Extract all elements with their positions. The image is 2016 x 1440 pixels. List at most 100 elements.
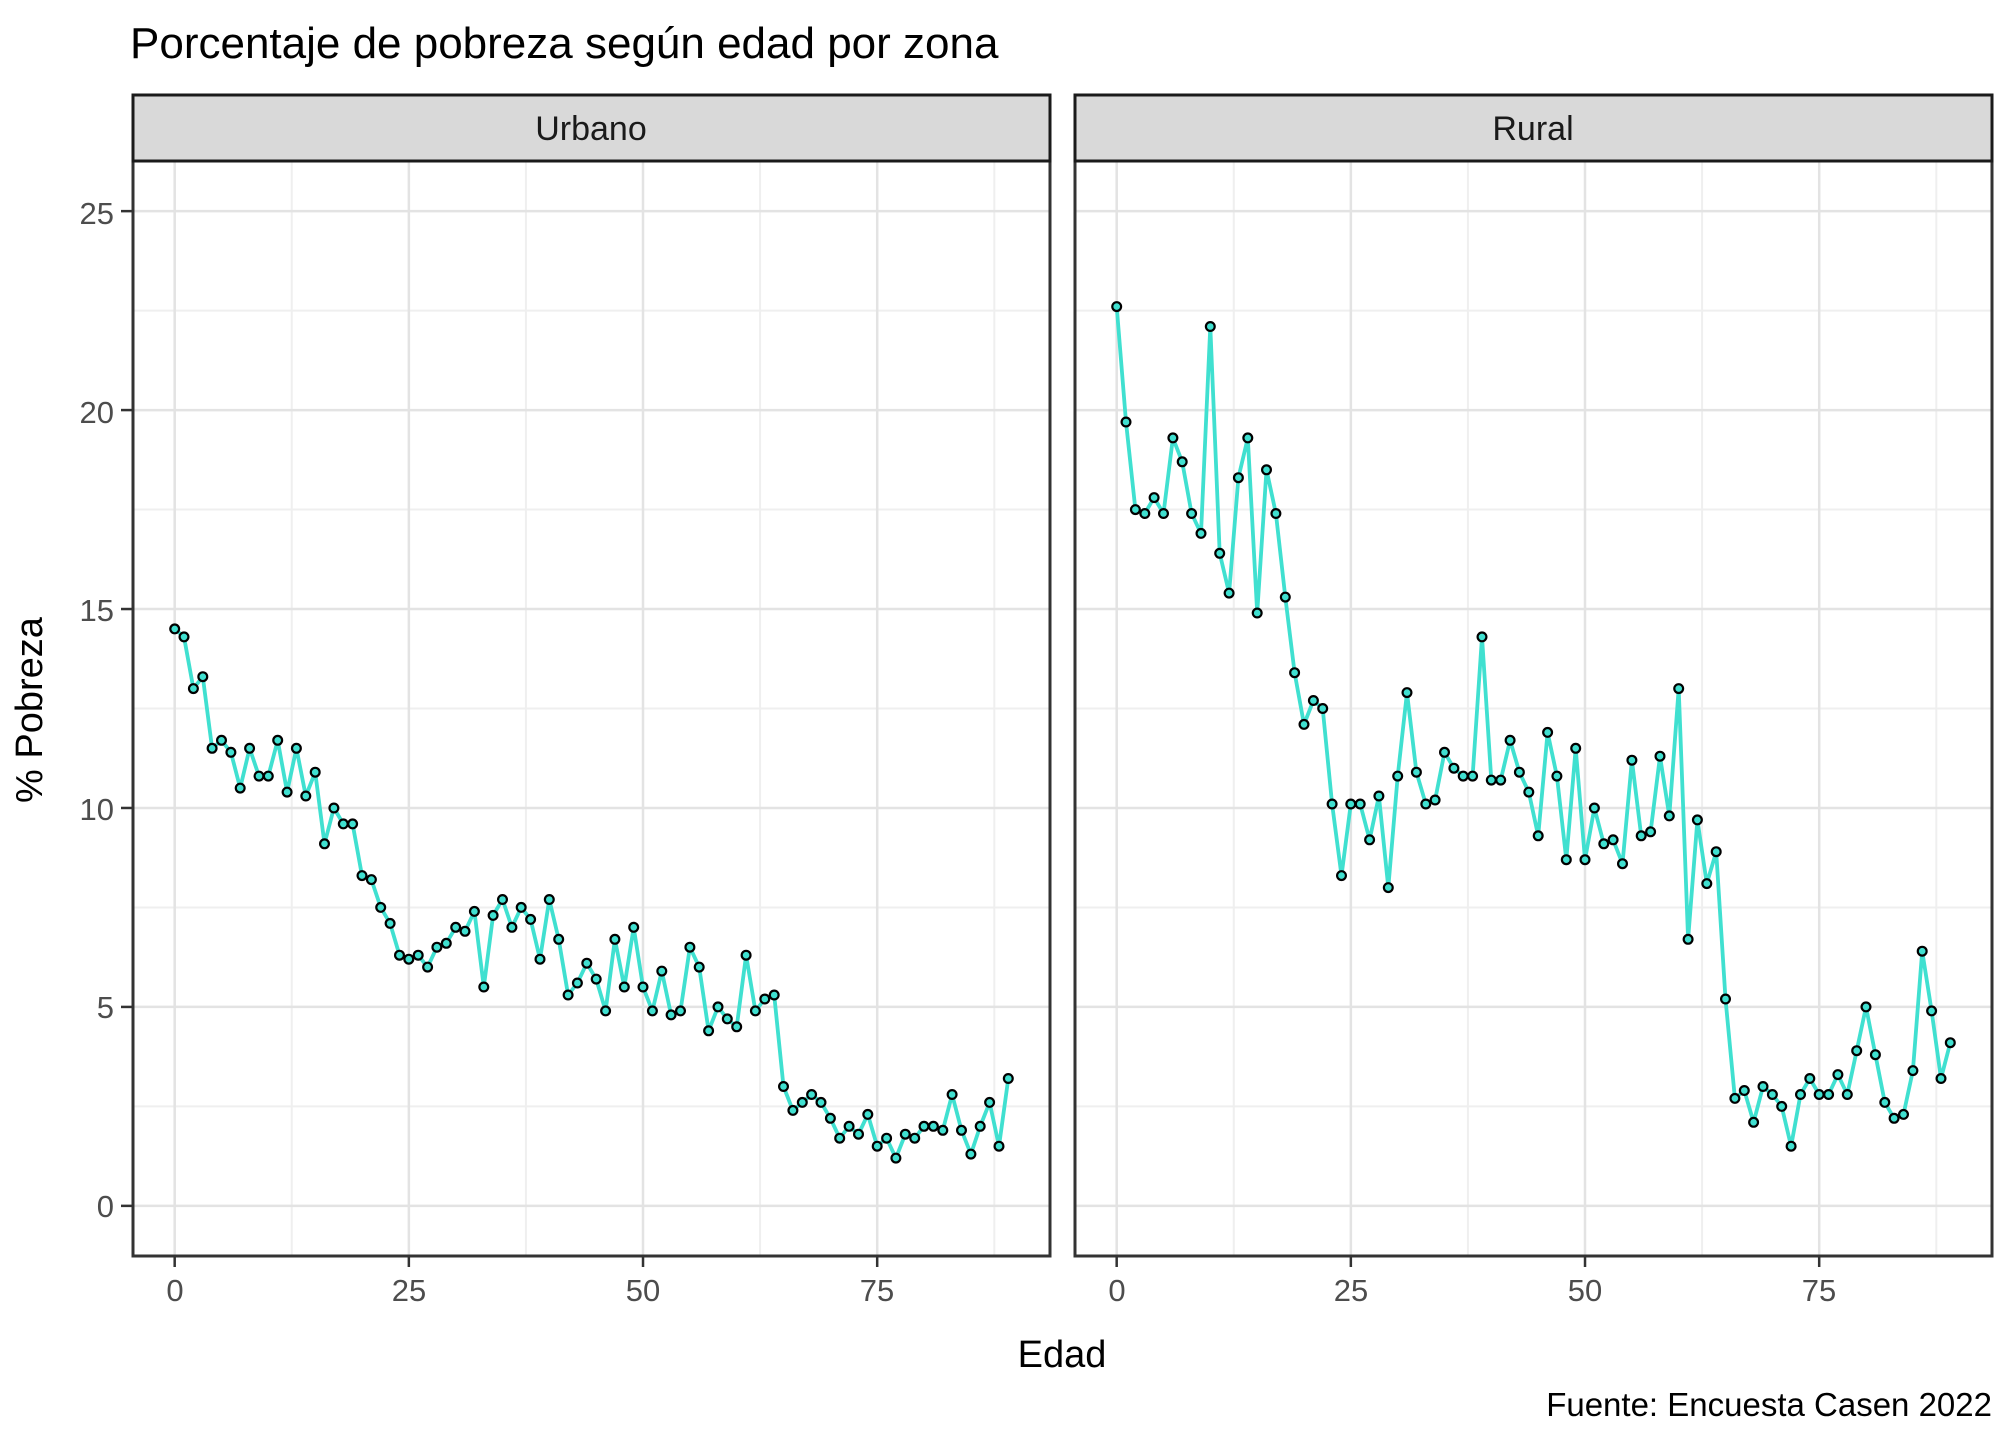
data-point xyxy=(1410,766,1422,778)
y-tick-label-5: 5 xyxy=(97,990,114,1025)
data-point xyxy=(984,1096,996,1108)
data-point xyxy=(365,874,377,886)
data-point xyxy=(881,1132,893,1144)
data-point xyxy=(1382,882,1394,894)
y-tick-label-0: 0 xyxy=(97,1189,114,1224)
data-point xyxy=(759,993,771,1005)
data-point xyxy=(1888,1112,1900,1124)
data-point xyxy=(1785,1140,1797,1152)
data-point xyxy=(178,631,190,643)
data-point xyxy=(534,953,546,965)
data-point xyxy=(871,1140,883,1152)
data-point xyxy=(543,893,555,905)
data-point xyxy=(1438,746,1450,758)
data-point xyxy=(1907,1065,1919,1077)
data-point xyxy=(1776,1100,1788,1112)
chart-caption: Fuente: Encuesta Casen 2022 xyxy=(1546,1386,1992,1423)
data-point xyxy=(1879,1096,1891,1108)
data-point xyxy=(1467,770,1479,782)
facet-label-rural: Rural xyxy=(1492,110,1573,148)
data-point xyxy=(740,949,752,961)
data-point xyxy=(927,1120,939,1132)
data-point xyxy=(1701,878,1713,890)
facet-strip-urbano xyxy=(131,93,1052,163)
data-point xyxy=(1195,527,1207,539)
data-point xyxy=(1851,1045,1863,1057)
data-point xyxy=(1645,826,1657,838)
x-tick-urbano-0: 0 xyxy=(166,1273,183,1308)
data-point xyxy=(1869,1049,1881,1061)
data-point xyxy=(1551,770,1563,782)
data-point xyxy=(1298,718,1310,730)
data-point xyxy=(1232,472,1244,484)
data-point xyxy=(1598,838,1610,850)
data-point xyxy=(1626,754,1638,766)
data-point xyxy=(609,933,621,945)
data-point xyxy=(525,913,537,925)
data-point xyxy=(225,746,237,758)
data-point xyxy=(1420,798,1432,810)
data-point xyxy=(1673,683,1685,695)
data-point xyxy=(1317,702,1329,714)
data-point xyxy=(1326,798,1338,810)
data-point xyxy=(309,766,321,778)
data-point xyxy=(1289,667,1301,679)
x-tick-urbano-50: 50 xyxy=(626,1273,660,1308)
data-point xyxy=(937,1124,949,1136)
data-point xyxy=(450,921,462,933)
y-tick-label-15: 15 xyxy=(80,593,114,628)
data-point xyxy=(562,989,574,1001)
data-point xyxy=(1157,508,1169,520)
data-point xyxy=(721,1013,733,1025)
data-point xyxy=(1204,321,1216,333)
data-point xyxy=(824,1112,836,1124)
data-point xyxy=(646,1005,658,1017)
data-point xyxy=(1513,766,1525,778)
data-point xyxy=(712,1001,724,1013)
data-point xyxy=(1897,1108,1909,1120)
data-point xyxy=(253,770,265,782)
data-point xyxy=(1176,456,1188,468)
data-point xyxy=(1270,508,1282,520)
data-point xyxy=(1373,790,1385,802)
data-point xyxy=(1345,798,1357,810)
data-point xyxy=(337,818,349,830)
data-point xyxy=(422,961,434,973)
data-point xyxy=(590,973,602,985)
data-point xyxy=(431,941,443,953)
data-point xyxy=(1766,1088,1778,1100)
data-point xyxy=(1167,432,1179,444)
data-point xyxy=(1926,1005,1938,1017)
data-point xyxy=(1729,1092,1741,1104)
data-point xyxy=(1148,492,1160,504)
data-point xyxy=(1335,870,1347,882)
y-axis-title: % Pobreza xyxy=(9,616,51,803)
data-point xyxy=(1560,854,1572,866)
data-point xyxy=(1579,854,1591,866)
data-point xyxy=(244,742,256,754)
data-point xyxy=(1364,834,1376,846)
data-point xyxy=(1710,846,1722,858)
data-point xyxy=(300,790,312,802)
data-point xyxy=(1616,858,1628,870)
data-point xyxy=(553,933,565,945)
data-point xyxy=(815,1096,827,1108)
data-point xyxy=(1002,1072,1014,1084)
data-point xyxy=(674,1005,686,1017)
data-point xyxy=(1120,416,1132,428)
data-point xyxy=(440,937,452,949)
x-tick-urbano-75: 75 xyxy=(860,1273,894,1308)
data-point xyxy=(216,734,228,746)
data-point xyxy=(328,802,340,814)
data-point xyxy=(974,1120,986,1132)
data-point xyxy=(1813,1088,1825,1100)
data-point xyxy=(506,921,518,933)
data-point xyxy=(468,905,480,917)
x-tick-rural-25: 25 xyxy=(1334,1273,1368,1308)
data-point xyxy=(1251,607,1263,619)
data-point xyxy=(1279,591,1291,603)
data-point xyxy=(356,870,368,882)
data-point xyxy=(487,909,499,921)
data-point xyxy=(1354,798,1366,810)
